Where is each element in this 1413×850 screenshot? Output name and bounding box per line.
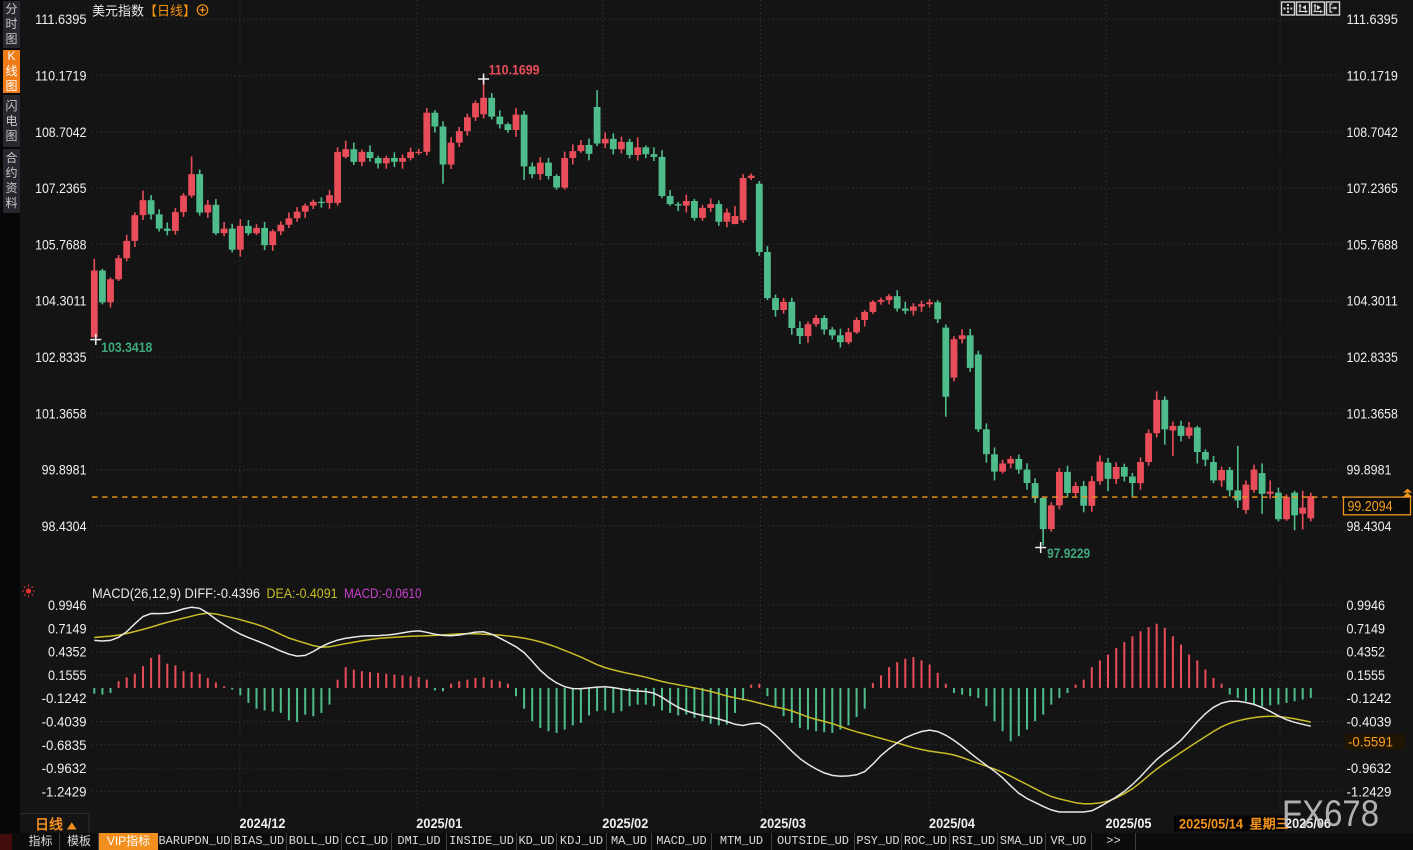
svg-text:2025/02: 2025/02	[602, 815, 648, 831]
svg-text:MACD(26,12,9) DIFF:-0.4396: MACD(26,12,9) DIFF:-0.4396	[92, 585, 260, 601]
svg-text:0.9946: 0.9946	[1347, 597, 1386, 613]
svg-text:2025/05: 2025/05	[1106, 815, 1152, 831]
svg-text:110.1719: 110.1719	[1347, 67, 1399, 83]
svg-text:0.1555: 0.1555	[1347, 667, 1386, 683]
svg-text:-0.5591: -0.5591	[1348, 734, 1393, 750]
svg-text:99.8981: 99.8981	[42, 462, 87, 478]
svg-text:0.4352: 0.4352	[48, 644, 87, 660]
svg-text:104.3011: 104.3011	[35, 293, 87, 309]
svg-text:102.8335: 102.8335	[35, 349, 87, 365]
svg-text:2025/01: 2025/01	[416, 815, 462, 831]
svg-text:104.3011: 104.3011	[1347, 293, 1399, 309]
svg-text:0.9946: 0.9946	[48, 597, 87, 613]
svg-text:MACD:-0.0610: MACD:-0.0610	[344, 585, 422, 601]
svg-text:108.7042: 108.7042	[1347, 124, 1399, 140]
svg-text:99.8981: 99.8981	[1347, 462, 1392, 478]
svg-text:-1.2429: -1.2429	[42, 783, 87, 799]
svg-text:110.1699: 110.1699	[489, 62, 540, 78]
svg-text:101.3658: 101.3658	[1347, 405, 1399, 421]
svg-text:98.4304: 98.4304	[42, 518, 87, 534]
svg-text:98.4304: 98.4304	[1347, 518, 1392, 534]
svg-text:-0.1242: -0.1242	[42, 690, 87, 706]
svg-text:-0.1242: -0.1242	[1347, 690, 1392, 706]
svg-text:-0.4039: -0.4039	[42, 714, 87, 730]
svg-text:99.2094: 99.2094	[1348, 498, 1393, 515]
svg-text:108.7042: 108.7042	[35, 124, 87, 140]
svg-text:97.9229: 97.9229	[1047, 545, 1090, 561]
svg-text:日线: 日线	[35, 817, 63, 833]
svg-text:111.6395: 111.6395	[1347, 11, 1399, 27]
svg-text:111.6395: 111.6395	[35, 11, 87, 27]
svg-text:105.7688: 105.7688	[1347, 236, 1399, 252]
svg-text:0.7149: 0.7149	[48, 620, 87, 636]
svg-text:107.2365: 107.2365	[35, 180, 87, 196]
svg-text:105.7688: 105.7688	[35, 236, 87, 252]
svg-text:DEA:-0.4091: DEA:-0.4091	[267, 585, 338, 601]
svg-text:101.3658: 101.3658	[35, 405, 87, 421]
svg-text:-0.6835: -0.6835	[42, 737, 87, 753]
svg-text:0.4352: 0.4352	[1347, 644, 1386, 660]
svg-text:0.7149: 0.7149	[1347, 620, 1386, 636]
svg-text:2025/03: 2025/03	[760, 815, 806, 831]
svg-text:-0.4039: -0.4039	[1347, 714, 1392, 730]
svg-text:-1.2429: -1.2429	[1347, 783, 1392, 799]
svg-text:-0.9632: -0.9632	[42, 760, 87, 776]
svg-text:0.1555: 0.1555	[48, 667, 87, 683]
svg-text:2025/06: 2025/06	[1285, 815, 1331, 831]
svg-text:2025/04: 2025/04	[929, 815, 975, 831]
svg-text:FX678: FX678	[1282, 793, 1379, 834]
svg-text:2024/12: 2024/12	[240, 815, 286, 831]
svg-text:2025/05/14 星期三: 2025/05/14 星期三	[1179, 816, 1289, 832]
svg-text:美元指数【日线】: 美元指数【日线】	[92, 4, 196, 19]
svg-text:107.2365: 107.2365	[1347, 180, 1399, 196]
svg-text:103.3418: 103.3418	[101, 339, 152, 355]
svg-text:110.1719: 110.1719	[35, 67, 87, 83]
svg-text:102.8335: 102.8335	[1347, 349, 1399, 365]
svg-text:-0.9632: -0.9632	[1347, 760, 1392, 776]
